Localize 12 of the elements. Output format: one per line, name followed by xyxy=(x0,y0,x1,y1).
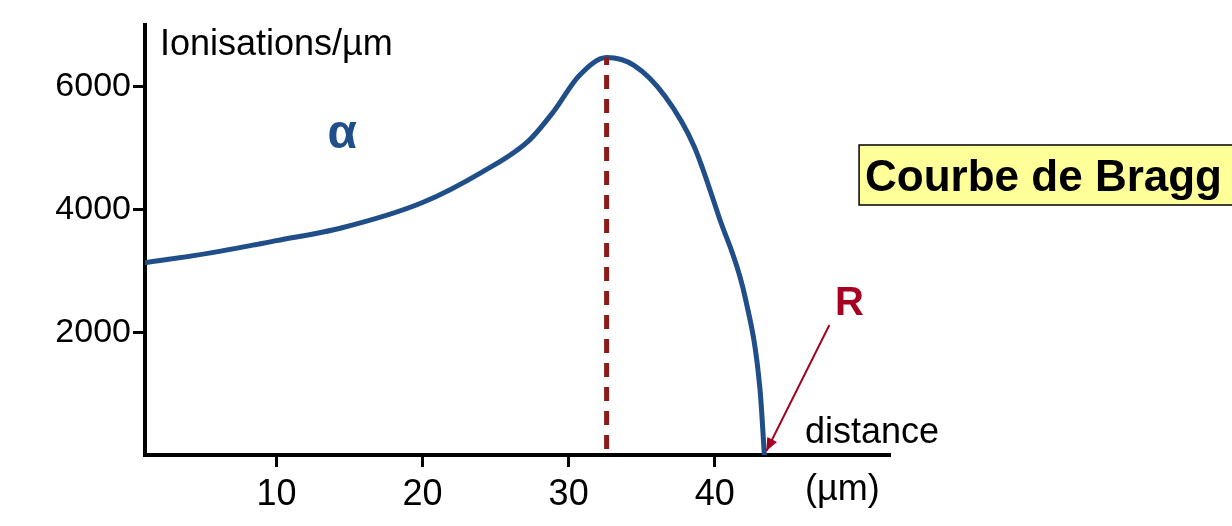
series-label: α xyxy=(327,104,358,158)
annotation: Courbe de Bragg xyxy=(865,151,1222,200)
annotation: R xyxy=(834,279,864,323)
y-tick-label: 2000 xyxy=(55,310,131,349)
x-tick-label: 10 xyxy=(256,471,297,513)
x-tick-label: 20 xyxy=(402,471,443,513)
x-tick-label: 30 xyxy=(548,471,589,513)
x-tick-label: 40 xyxy=(694,471,735,513)
y-tick-label: 4000 xyxy=(55,187,131,226)
x-axis-title: distance (µm) xyxy=(805,410,940,508)
y-tick-label: 6000 xyxy=(55,64,131,103)
y-axis-title: Ionisations/µm xyxy=(160,22,393,63)
